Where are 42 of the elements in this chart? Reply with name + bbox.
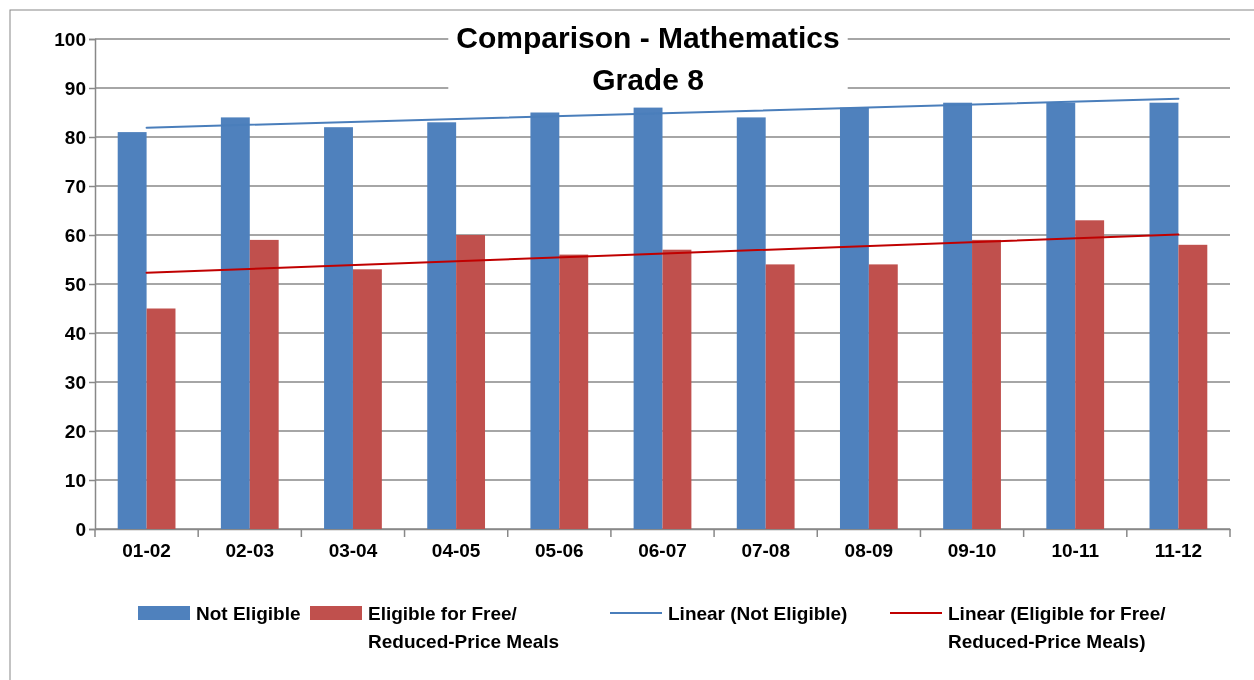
bar xyxy=(972,239,1001,529)
legend-label: Not Eligible xyxy=(196,603,301,624)
y-tick-label: 10 xyxy=(64,469,86,491)
bar xyxy=(324,127,353,529)
bar xyxy=(117,132,147,529)
bar xyxy=(249,239,279,529)
y-tick-label: 0 xyxy=(75,518,86,540)
x-tick-label: 06-07 xyxy=(638,539,687,561)
x-tick-label: 03-04 xyxy=(328,539,378,561)
y-tick-label: 40 xyxy=(64,322,86,344)
x-tick-label: 01-02 xyxy=(122,539,171,561)
bar xyxy=(146,308,176,529)
y-tick-label: 50 xyxy=(64,273,86,295)
bar xyxy=(765,264,795,529)
bar xyxy=(1178,244,1208,529)
x-tick-label: 05-06 xyxy=(535,539,584,561)
x-tick-label: 10-11 xyxy=(1051,539,1100,561)
y-tick-label: 30 xyxy=(64,371,86,393)
bar xyxy=(1075,220,1105,529)
legend-label: Linear (Not Eligible) xyxy=(668,603,848,624)
y-tick-label: 60 xyxy=(64,224,86,246)
y-tick-label: 80 xyxy=(64,126,86,148)
bar xyxy=(352,269,382,529)
x-tick-label: 09-10 xyxy=(947,539,997,561)
x-tick-label: 07-08 xyxy=(741,539,790,561)
x-tick-label: 02-03 xyxy=(225,539,275,561)
legend-label: Linear (Eligible for Free/ Reduced-Price Meals) xyxy=(948,603,1167,652)
bar xyxy=(456,235,486,529)
y-tick-label: 20 xyxy=(64,420,86,442)
x-tick-label: 11-12 xyxy=(1154,539,1203,561)
legend-label: Eligible for Free/ Reduced-Price Meals xyxy=(368,603,560,652)
y-tick-label: 90 xyxy=(64,77,86,99)
y-tick-label: 70 xyxy=(64,175,86,197)
bar xyxy=(736,117,766,529)
bar xyxy=(559,254,589,529)
x-tick-label: 08-09 xyxy=(844,539,894,561)
y-tick-label: 100 xyxy=(54,28,86,50)
bar xyxy=(662,249,692,529)
x-tick-label: 04-05 xyxy=(431,539,481,561)
chart-title: Comparison - Mathematics Grade 8 xyxy=(456,21,840,96)
bar xyxy=(1149,102,1179,529)
bar xyxy=(868,264,898,529)
